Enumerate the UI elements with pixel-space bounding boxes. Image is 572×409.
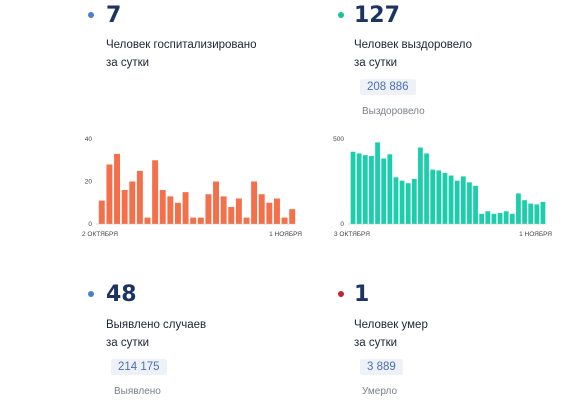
bar bbox=[491, 213, 497, 224]
hospitalized-caption-line2: за сутки bbox=[106, 57, 150, 69]
bar bbox=[540, 201, 546, 224]
bar bbox=[159, 190, 166, 224]
hospitalized-dot bbox=[88, 12, 94, 18]
bar bbox=[485, 211, 491, 224]
y-tick-label: 500 bbox=[333, 136, 344, 143]
bar bbox=[235, 198, 242, 224]
bar bbox=[362, 155, 368, 224]
cases-dot bbox=[88, 291, 94, 297]
deaths-value: 1 bbox=[354, 282, 370, 307]
bar bbox=[522, 200, 527, 224]
bar bbox=[114, 153, 121, 224]
hospitalized-value: 7 bbox=[106, 3, 122, 28]
bar bbox=[387, 154, 393, 224]
deaths-caption-line2: за сутки bbox=[354, 337, 398, 349]
deaths-total-label: Умерло bbox=[362, 386, 398, 397]
bar bbox=[503, 211, 509, 224]
bar bbox=[534, 204, 540, 224]
x-tick-label-end: 1 НОЯБРЯ bbox=[519, 231, 552, 238]
bar bbox=[106, 164, 113, 224]
bar bbox=[144, 217, 151, 224]
bar bbox=[497, 212, 503, 224]
hospitalized-chart: 0 20 40 2 ОКТЯБРЯ 1 НОЯБРЯ bbox=[82, 136, 302, 238]
recovered-value: 127 bbox=[354, 3, 400, 28]
bar bbox=[251, 181, 258, 224]
bar bbox=[190, 217, 197, 224]
bar bbox=[369, 156, 374, 224]
bar bbox=[356, 153, 362, 224]
x-tick-label-start: 2 ОКТЯБРЯ bbox=[82, 231, 118, 238]
deaths-caption-line1: Человек умер bbox=[354, 319, 428, 331]
cases-total-label: Выявлено bbox=[114, 386, 161, 397]
bar bbox=[442, 173, 448, 224]
bar bbox=[381, 158, 387, 224]
bar bbox=[436, 170, 442, 224]
bar bbox=[273, 198, 280, 224]
deaths-dot bbox=[338, 291, 344, 297]
bar bbox=[266, 202, 273, 224]
bar bbox=[220, 196, 227, 224]
bar bbox=[167, 196, 174, 224]
bar bbox=[205, 194, 212, 224]
hospitalized-caption: Человек госпитализировано за сутки bbox=[106, 36, 257, 72]
bar bbox=[528, 203, 534, 224]
bar bbox=[152, 160, 159, 224]
bar bbox=[98, 200, 105, 224]
bar bbox=[418, 147, 423, 224]
recovered-caption-line2: за сутки bbox=[354, 57, 398, 69]
bar bbox=[182, 192, 189, 224]
bar bbox=[399, 180, 405, 224]
bar bbox=[467, 182, 472, 224]
recovered-caption: Человек выздоровело за сутки bbox=[354, 36, 472, 72]
bar bbox=[228, 207, 235, 224]
bar bbox=[129, 181, 136, 224]
deaths-total: 3 889 bbox=[360, 359, 403, 375]
bar bbox=[430, 169, 436, 224]
bar bbox=[136, 170, 143, 224]
recovered-dot bbox=[338, 12, 344, 18]
bar bbox=[243, 217, 250, 224]
recovered-total: 208 886 bbox=[360, 79, 416, 95]
bar bbox=[424, 153, 429, 224]
cases-total: 214 175 bbox=[111, 359, 167, 375]
deaths-caption: Человек умер за сутки bbox=[354, 316, 428, 352]
recovered-total-label: Выздоровело bbox=[362, 106, 425, 117]
x-tick-label-end: 1 НОЯБРЯ bbox=[269, 231, 302, 238]
bar bbox=[281, 217, 288, 224]
bar bbox=[405, 183, 411, 224]
bar bbox=[258, 194, 265, 224]
cases-caption-line2: за сутки bbox=[106, 337, 150, 349]
cases-value: 48 bbox=[106, 282, 137, 307]
x-tick-label-start: 3 ОКТЯБРЯ bbox=[334, 231, 370, 238]
bar bbox=[350, 151, 356, 224]
recovered-chart: 0 500 3 ОКТЯБРЯ 1 НОЯБРЯ bbox=[333, 136, 552, 238]
bar bbox=[516, 193, 521, 224]
bar bbox=[121, 190, 128, 224]
bar bbox=[375, 142, 380, 224]
bar bbox=[460, 176, 466, 224]
recovered-caption-line1: Человек выздоровело bbox=[354, 39, 473, 51]
bar bbox=[393, 177, 399, 224]
y-tick-label: 40 bbox=[85, 136, 93, 143]
bar bbox=[411, 178, 417, 224]
y-tick-label: 0 bbox=[88, 221, 92, 228]
bar bbox=[473, 185, 478, 224]
bar bbox=[448, 175, 454, 224]
bar bbox=[197, 217, 204, 224]
y-tick-label: 0 bbox=[340, 221, 344, 228]
bar bbox=[289, 209, 296, 224]
hospitalized-caption-line1: Человек госпитализировано bbox=[106, 39, 257, 51]
bar bbox=[454, 180, 460, 224]
cases-caption-line1: Выявлено случаев bbox=[106, 319, 207, 331]
cases-caption: Выявлено случаев за сутки bbox=[106, 316, 206, 352]
bar bbox=[479, 213, 485, 224]
y-tick-label: 20 bbox=[85, 179, 93, 186]
bar bbox=[174, 202, 181, 224]
bar bbox=[213, 181, 220, 224]
bar bbox=[509, 213, 515, 224]
